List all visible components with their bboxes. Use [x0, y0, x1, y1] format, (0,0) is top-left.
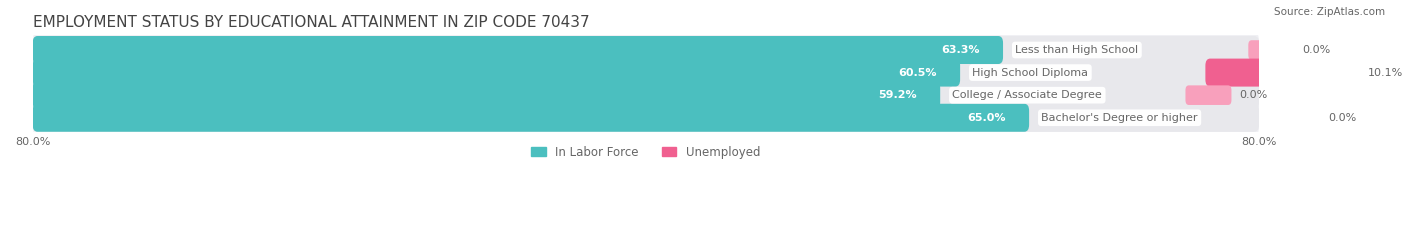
FancyBboxPatch shape	[1274, 108, 1320, 127]
Legend: In Labor Force, Unemployed: In Labor Force, Unemployed	[527, 141, 765, 163]
FancyBboxPatch shape	[32, 99, 1258, 136]
Text: 59.2%: 59.2%	[879, 90, 917, 100]
FancyBboxPatch shape	[32, 81, 1258, 109]
FancyBboxPatch shape	[1185, 85, 1232, 105]
Text: 60.5%: 60.5%	[898, 68, 938, 78]
Text: 0.0%: 0.0%	[1329, 113, 1357, 123]
FancyBboxPatch shape	[32, 31, 1258, 69]
FancyBboxPatch shape	[32, 58, 960, 87]
Text: 63.3%: 63.3%	[942, 45, 980, 55]
Text: EMPLOYMENT STATUS BY EDUCATIONAL ATTAINMENT IN ZIP CODE 70437: EMPLOYMENT STATUS BY EDUCATIONAL ATTAINM…	[32, 15, 589, 30]
Text: High School Diploma: High School Diploma	[973, 68, 1088, 78]
FancyBboxPatch shape	[32, 58, 1258, 87]
FancyBboxPatch shape	[32, 36, 1002, 64]
FancyBboxPatch shape	[32, 104, 1029, 132]
Text: 10.1%: 10.1%	[1368, 68, 1403, 78]
Text: Bachelor's Degree or higher: Bachelor's Degree or higher	[1042, 113, 1198, 123]
FancyBboxPatch shape	[32, 81, 941, 109]
Text: Source: ZipAtlas.com: Source: ZipAtlas.com	[1274, 7, 1385, 17]
FancyBboxPatch shape	[1205, 58, 1360, 87]
Text: 65.0%: 65.0%	[967, 113, 1007, 123]
FancyBboxPatch shape	[1249, 40, 1295, 60]
FancyBboxPatch shape	[32, 77, 1258, 114]
Text: 0.0%: 0.0%	[1239, 90, 1267, 100]
FancyBboxPatch shape	[32, 54, 1258, 91]
Text: 0.0%: 0.0%	[1302, 45, 1330, 55]
FancyBboxPatch shape	[32, 104, 1258, 132]
Text: Less than High School: Less than High School	[1015, 45, 1139, 55]
Text: College / Associate Degree: College / Associate Degree	[952, 90, 1102, 100]
FancyBboxPatch shape	[32, 36, 1258, 64]
